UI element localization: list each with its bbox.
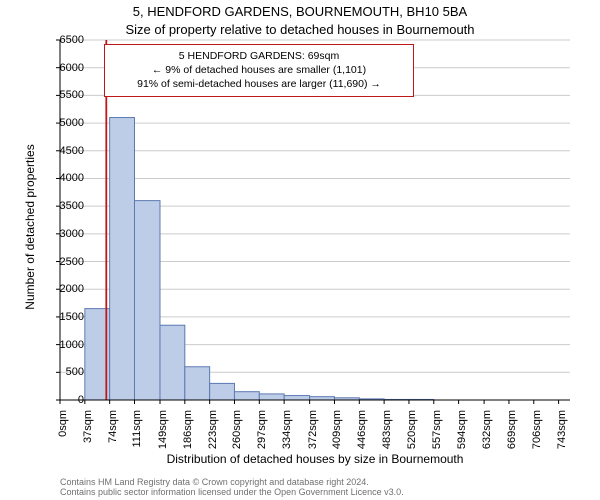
annotation-box: 5 HENDFORD GARDENS: 69sqm ← 9% of detach… (104, 44, 414, 97)
annotation-line2: ← 9% of detached houses are smaller (1,1… (113, 63, 405, 77)
y-tick-label: 2000 (24, 283, 84, 295)
y-tick-label: 4500 (24, 145, 84, 157)
y-tick-label: 0 (24, 394, 84, 406)
y-tick-label: 2500 (24, 256, 84, 268)
footer-attribution: Contains HM Land Registry data © Crown c… (60, 477, 570, 498)
annotation-line1: 5 HENDFORD GARDENS: 69sqm (113, 49, 405, 63)
y-tick-label: 6000 (24, 62, 84, 74)
y-tick-label: 6500 (24, 34, 84, 46)
y-tick-label: 1000 (24, 339, 84, 351)
chart-title-desc: Size of property relative to detached ho… (0, 22, 600, 37)
y-tick-label: 500 (24, 366, 84, 378)
footer-line1: Contains HM Land Registry data © Crown c… (60, 477, 570, 487)
y-tick-label: 5500 (24, 89, 84, 101)
y-tick-label: 3500 (24, 200, 84, 212)
footer-line2: Contains public sector information licen… (60, 487, 570, 497)
chart-title-address: 5, HENDFORD GARDENS, BOURNEMOUTH, BH10 5… (0, 4, 600, 19)
y-tick-label: 5000 (24, 117, 84, 129)
y-tick-label: 1500 (24, 311, 84, 323)
annotation-line3: 91% of semi-detached houses are larger (… (113, 77, 405, 91)
chart-container: 5, HENDFORD GARDENS, BOURNEMOUTH, BH10 5… (0, 0, 600, 500)
y-tick-label: 3000 (24, 228, 84, 240)
x-axis-label: Distribution of detached houses by size … (60, 452, 570, 466)
y-tick-label: 4000 (24, 172, 84, 184)
